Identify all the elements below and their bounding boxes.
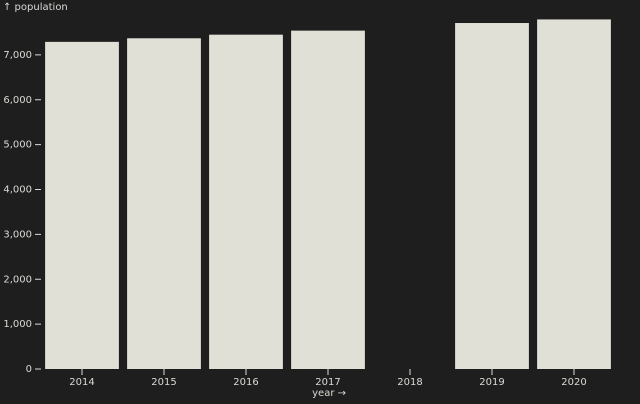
x-tick-label: 2014: [69, 377, 94, 388]
y-tick-label: 7,000: [3, 50, 32, 61]
bar-2015: [127, 38, 201, 370]
x-tick-label: 2015: [151, 377, 176, 388]
x-tick-label: 2016: [233, 377, 258, 388]
y-tick-label: 3,000: [3, 229, 32, 240]
y-tick-label: 1,000: [3, 319, 32, 330]
y-tick-label: 6,000: [3, 95, 32, 106]
y-tick-label: 5,000: [3, 140, 32, 151]
x-tick-label: 2017: [315, 377, 340, 388]
y-axis-label: ↑ population: [3, 2, 68, 13]
y-tick-label: 4,000: [3, 185, 32, 196]
x-axis-label: year →: [312, 388, 346, 399]
bar-2016: [209, 34, 283, 370]
bar-2019: [455, 23, 529, 369]
x-tick-label: 2019: [479, 377, 504, 388]
x-tick-label: 2020: [561, 377, 586, 388]
y-axis: 0 1,000 2,000 3,000 4,000 5,000 6,000 7,000: [3, 50, 41, 375]
x-tick-label: 2018: [397, 377, 422, 388]
bar-2014: [45, 41, 119, 370]
bar-2020: [537, 19, 611, 370]
x-axis: 2014 2015 2016 2017 2018 2019 2020: [69, 369, 587, 388]
bar-2017: [291, 30, 365, 370]
bars-group: [45, 19, 611, 370]
y-tick-label: 0: [26, 364, 32, 375]
y-tick-label: 2,000: [3, 274, 32, 285]
